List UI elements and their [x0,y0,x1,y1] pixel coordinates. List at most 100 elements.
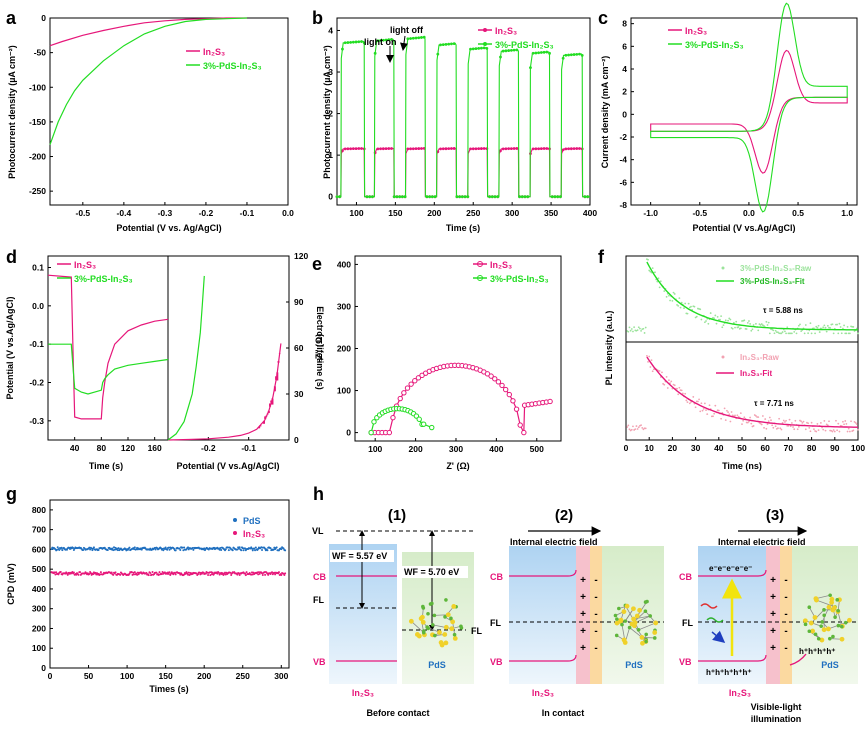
data-point [284,572,287,575]
raw-point [723,407,726,410]
raw-point [824,326,827,329]
data-point [198,571,201,574]
legend-pds-raw: 3%-PdS-In₂S₃-Raw [740,264,812,273]
x-tick-label: 100 [368,444,382,454]
axis-ticks-g: 0 50 100 150 200 250 300 0 100 200 300 400 500 600 700… [32,505,289,681]
data-point [149,572,152,575]
raw-point [703,321,706,324]
data-point [132,571,135,574]
data-point [429,424,435,431]
data-point [452,42,456,46]
x-tick-label: 40 [70,443,80,453]
y-axis-label-g: CPD (mV) [6,563,16,605]
raw-point [721,326,724,329]
light-wave-blue [711,630,726,643]
holes-pds: h⁺h⁺h⁺h⁺ [799,647,835,656]
panel-f: f 0 10 20 30 40 50 60 70 80 90 100 Time (ns) PL in… [598,247,865,471]
raw-point [647,258,649,261]
palladium-atom [835,598,840,602]
data-point [224,548,227,551]
data-point [580,54,584,57]
positive-charge: + [770,609,776,620]
data-point [264,573,267,576]
data-point [507,49,511,52]
palladium-atom [831,634,835,639]
raw-point [810,332,813,335]
raw-point [752,425,755,427]
data-point [447,42,451,46]
data-point [504,49,508,53]
raw-point [779,427,782,430]
sulfur-atom [652,630,658,635]
y-tick-label: 800 [32,505,46,515]
raw-point [632,330,634,333]
data-point [187,573,190,576]
raw-point [770,419,772,422]
data-point [506,391,512,398]
raw-point [778,417,781,420]
electrons-cb: e⁻e⁻e⁻e⁻e⁻ [709,564,752,573]
raw-point [809,322,812,325]
light-wave-red [700,603,718,609]
data-point [117,547,120,550]
data-point [474,47,478,51]
fl-label-pds-1: FL [471,626,482,636]
raw-point [823,324,826,327]
data-point [273,571,276,574]
data-point [277,571,280,574]
y-tick-label: -0.2 [29,378,44,388]
data-point [547,398,553,405]
caption-illumination: illumination [751,714,802,724]
data-point [164,546,167,549]
raw-point [637,426,640,429]
data-point [106,548,109,551]
data-point [428,195,432,199]
sulfur-atom [812,615,818,620]
data-point [406,37,410,41]
data-point [458,195,462,199]
raw-point [736,414,739,417]
legend-in2s3-b: In₂S₃ [495,26,517,36]
sulfur-atom [808,620,814,626]
y-tick-label: -0.1 [29,339,44,349]
wf-pds-bg [402,566,468,578]
x-axis-label-b: Time (s) [446,223,480,233]
raw-point [628,428,631,431]
sulfur-atom [826,604,832,610]
bond [810,609,825,624]
raw-point [671,299,674,302]
data-point [269,547,272,550]
raw-point [703,402,706,405]
data-point [416,416,422,422]
raw-point [743,319,746,322]
data-point [250,547,253,550]
panel-letter-d: d [6,247,17,267]
data-point [469,147,472,151]
vb-label-3: VB [679,657,692,667]
raw-point [700,318,703,321]
data-point [415,375,422,381]
data-point [412,378,418,384]
series-lines-f [626,258,859,433]
data-point [174,549,177,552]
raw-point [786,326,789,329]
data-point [501,147,505,151]
axis-ticks-c: -1.0 -0.5 0.0 0.5 1.0 8 6 4 2 0 -2 -4 -6 -8 [619,19,853,218]
data-point [450,147,453,150]
data-point [155,571,158,574]
data-point [368,195,372,199]
y-tick-label: -8 [619,200,627,210]
data-point [183,546,186,549]
data-point [529,66,532,70]
raw-point [658,370,661,372]
data-point [192,548,195,551]
x-axis-label-a: Potential (V vs. Ag/AgCl) [116,223,221,233]
raw-point [842,327,844,330]
data-point [245,571,248,574]
sulfur-atom [826,626,831,632]
cb-band-2 [509,569,577,577]
raw-point [748,320,750,322]
y-tick-label: 400 [32,584,46,594]
raw-point [771,424,774,427]
data-point [351,40,355,44]
